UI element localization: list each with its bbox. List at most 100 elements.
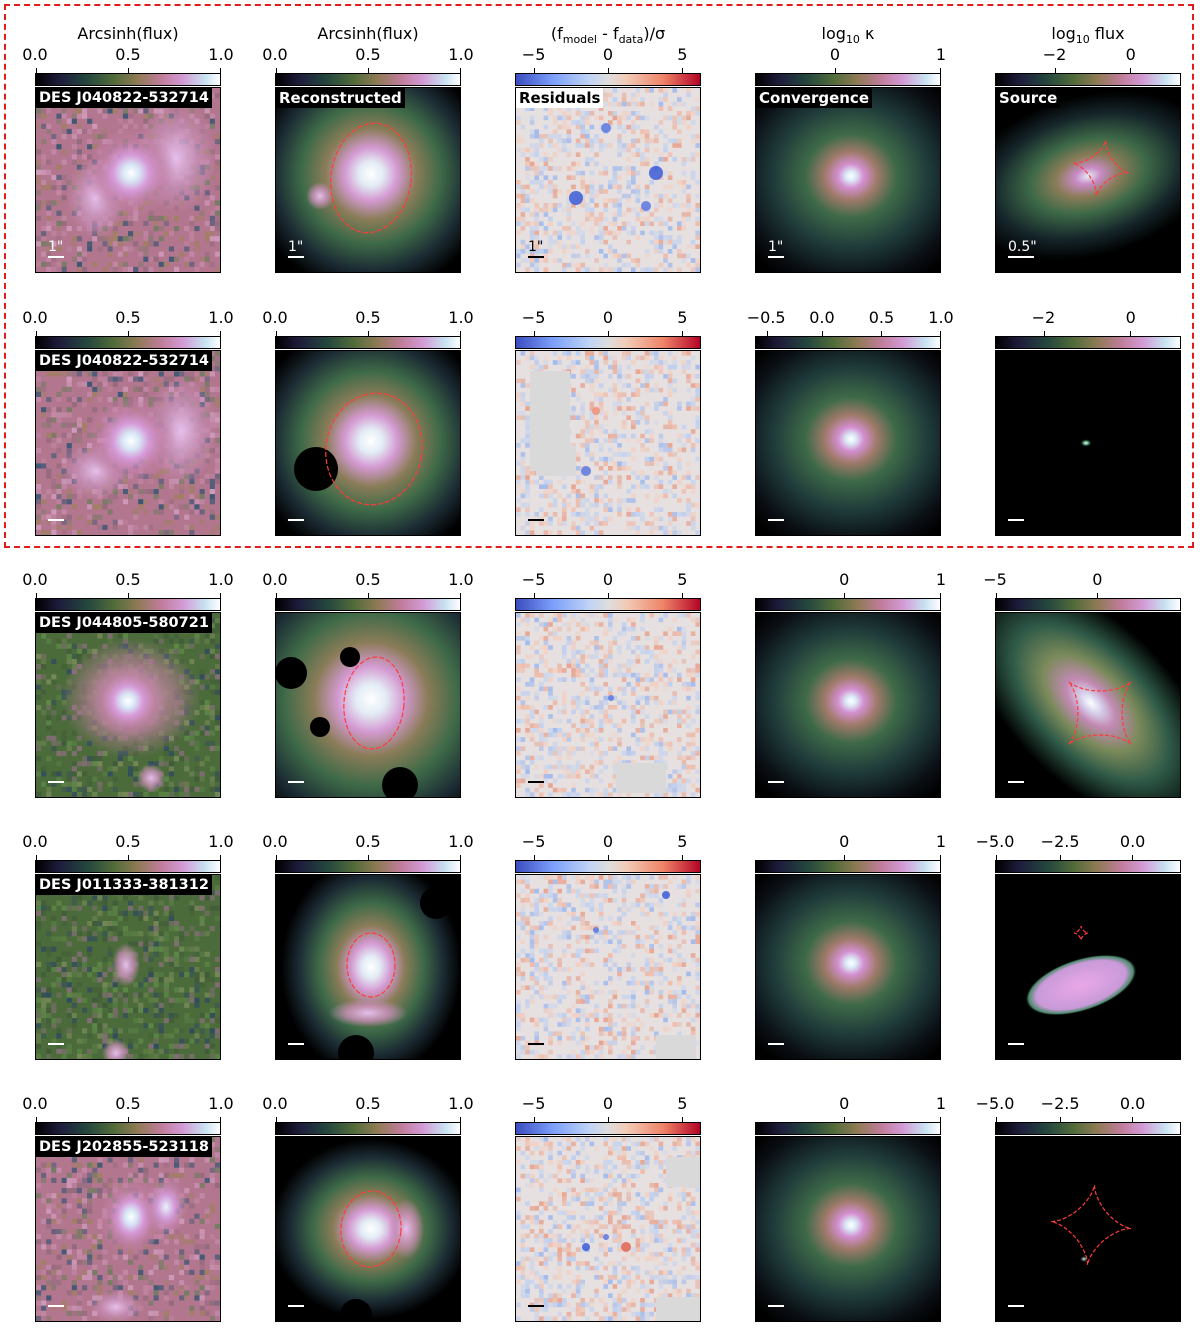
colorbar-tick-label: 0.5 xyxy=(355,1094,381,1113)
panel-data: DES J040822-532714 1" xyxy=(35,87,221,273)
column-title-data: Arcsinh(flux) xyxy=(77,24,179,43)
colorbar-tick-mark xyxy=(1132,1117,1134,1123)
colorbar-tick-label: 0 xyxy=(839,1094,850,1113)
colorbar-reconstructed xyxy=(275,855,461,873)
colorbar-tick-mark xyxy=(844,855,846,861)
colorbar-tick-mark xyxy=(608,593,609,599)
colorbar-tick-label: 0 xyxy=(1125,45,1136,64)
colorbar-tick-label: 1.0 xyxy=(208,308,234,327)
colorbar-tick-label: 1 xyxy=(935,832,947,851)
data-image xyxy=(36,613,220,797)
colorbar-tick-mark xyxy=(276,331,277,337)
scale-bar-line xyxy=(48,1305,64,1307)
colorbar-tick-label: 5 xyxy=(677,832,688,851)
colorbar-tick-label: 0.5 xyxy=(868,308,895,327)
colorbar-tick-label: 1.0 xyxy=(208,45,234,64)
scale-bar-line xyxy=(1008,256,1034,258)
colorbar-tick-label: 1.0 xyxy=(208,1094,234,1113)
source-image xyxy=(996,351,1180,535)
convergence-image xyxy=(756,875,940,1059)
colorbar-tick-label: 0.5 xyxy=(355,570,381,589)
source-image xyxy=(996,875,1180,1059)
colorbar-tick-label: 0 xyxy=(602,832,614,851)
reconstructed-image xyxy=(276,1137,460,1321)
colorbar-tick-mark xyxy=(534,68,536,74)
colorbar-tick-label: 1.0 xyxy=(928,308,954,327)
colorbar-source xyxy=(995,331,1181,349)
panel-title-convergence: Convergence xyxy=(756,88,872,108)
scale-bar-line xyxy=(768,781,784,783)
panel-source xyxy=(995,350,1181,536)
column-title-source: log10 flux xyxy=(1051,24,1125,47)
scale-bar-line xyxy=(528,256,544,258)
colorbar-tick-mark xyxy=(940,593,941,599)
reconstructed-image xyxy=(276,351,460,535)
colorbar-tick-label: 1.0 xyxy=(448,1094,474,1113)
scale-bar-line xyxy=(288,781,304,783)
panel-data: DES J202855-523118 xyxy=(35,1136,221,1322)
panel-reconstructed xyxy=(275,874,461,1060)
colorbar-tick-mark xyxy=(276,1117,277,1123)
panel-convergence: Convergence 1" xyxy=(755,87,941,273)
scale-bar-line xyxy=(768,256,784,258)
panel-data: DES J044805-580721 xyxy=(35,612,221,798)
colorbar-tick-mark xyxy=(460,1117,461,1123)
colorbar-tick-label: 0.0 xyxy=(22,832,48,851)
residuals-image xyxy=(516,613,700,797)
convergence-image xyxy=(756,88,940,272)
colorbar-tick-mark xyxy=(368,1117,369,1123)
colorbar-convergence xyxy=(755,593,941,611)
colorbar-tick-mark xyxy=(534,331,536,337)
colorbar-tick-label: −5 xyxy=(983,570,1007,589)
panel-reconstructed xyxy=(275,1136,461,1322)
panel-residuals xyxy=(515,1136,701,1322)
colorbar-tick-mark xyxy=(940,331,941,337)
panel-reconstructed xyxy=(275,612,461,798)
colorbar-tick-label: 0 xyxy=(829,45,841,64)
panel-residuals xyxy=(515,612,701,798)
panel-data: DES J040822-532714 xyxy=(35,350,221,536)
colorbar-tick-mark xyxy=(881,331,883,337)
colorbar-tick-label: 0 xyxy=(602,308,614,327)
scale-bar-line xyxy=(528,781,544,783)
scale-bar-line xyxy=(288,519,304,521)
colorbar-tick-mark xyxy=(220,593,221,599)
colorbar-tick-mark xyxy=(1060,1117,1062,1123)
panel-convergence xyxy=(755,350,941,536)
colorbar-tick-mark xyxy=(36,1117,37,1123)
column-title-convergence: log10 κ xyxy=(821,24,875,47)
colorbar-tick-label: 0.5 xyxy=(115,308,141,327)
colorbar-tick-mark xyxy=(128,331,129,337)
panel-reconstructed: Reconstructed 1" xyxy=(275,87,461,273)
colorbar-tick-mark xyxy=(36,68,37,74)
panel-source xyxy=(995,1136,1181,1322)
panel-source: Source 0.5" xyxy=(995,87,1181,273)
colorbar-tick-mark xyxy=(220,1117,221,1123)
colorbar-tick-mark xyxy=(220,68,221,74)
colorbar-reconstructed xyxy=(275,331,461,349)
colorbar-tick-label: −5 xyxy=(521,570,546,589)
colorbar-tick-mark xyxy=(681,331,683,337)
colorbar-tick-label: 0.0 xyxy=(262,1094,288,1113)
colorbar-tick-mark xyxy=(940,855,941,861)
colorbar-tick-mark xyxy=(534,1117,536,1123)
colorbar-tick-label: 0.5 xyxy=(115,570,141,589)
colorbar-tick-mark xyxy=(844,593,846,599)
colorbar-tick-mark xyxy=(940,68,941,74)
residuals-image xyxy=(516,88,700,272)
colorbar-tick-label: 0.0 xyxy=(22,570,48,589)
colorbar-tick-mark xyxy=(220,855,221,861)
colorbar-tick-mark xyxy=(681,855,683,861)
colorbar-data xyxy=(35,593,221,611)
colorbar-tick-mark xyxy=(128,1117,129,1123)
panel-convergence xyxy=(755,612,941,798)
colorbar-tick-mark xyxy=(608,331,609,337)
colorbar-convergence xyxy=(755,331,941,349)
colorbar-tick-mark xyxy=(608,1117,609,1123)
scale-bar-line xyxy=(528,1305,544,1307)
scale-bar-line xyxy=(528,1043,544,1045)
colorbar-tick-label: 0.5 xyxy=(355,45,381,64)
colorbar-data xyxy=(35,855,221,873)
colorbar-tick-mark xyxy=(460,855,461,861)
colorbar-tick-mark xyxy=(36,331,37,337)
